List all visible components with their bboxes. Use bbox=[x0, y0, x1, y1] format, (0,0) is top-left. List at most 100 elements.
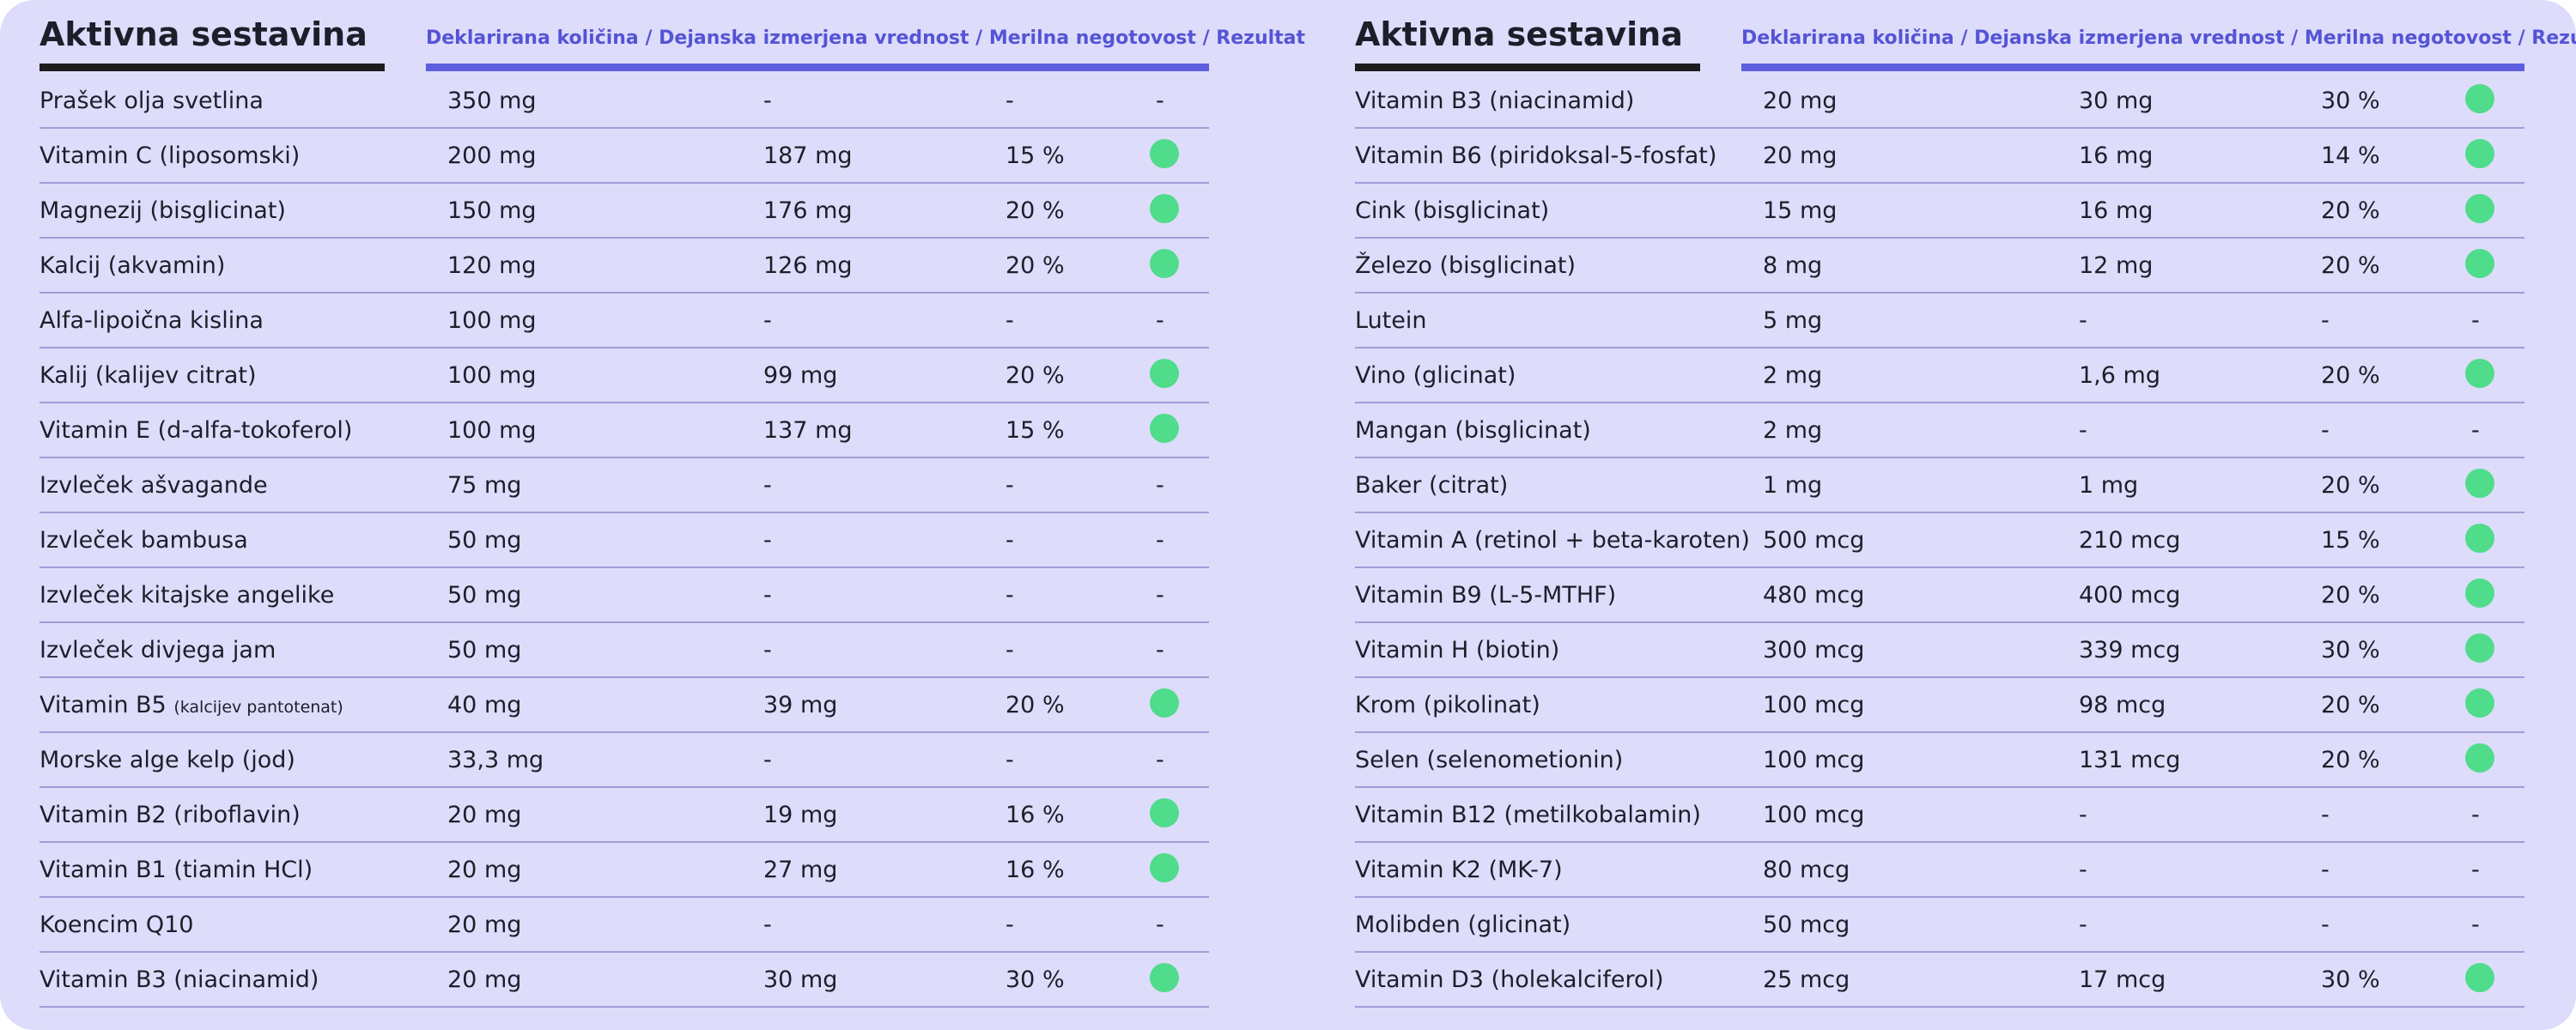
ingredient-row: Morske alge kelp (jod) 33,3 mg - - - bbox=[39, 733, 1209, 788]
ingredient-name: Prašek olja svetlina bbox=[39, 88, 264, 114]
ingredient-row: Krom (pikolinat) 100 mcg 98 mcg 20 % bbox=[1355, 678, 2524, 733]
name-text: Lutein bbox=[1355, 307, 1427, 334]
uncertainty: 20 % bbox=[2321, 582, 2380, 609]
measured-value: - bbox=[763, 527, 772, 554]
declared-amount: 150 mg bbox=[447, 197, 537, 224]
ingredient-name: Železo (bisglicinat) bbox=[1355, 252, 1576, 279]
result-pass bbox=[1150, 853, 1179, 882]
uncertainty: - bbox=[1005, 637, 1014, 663]
name-text: Vitamin H (biotin) bbox=[1355, 637, 1560, 663]
ingredient-row: Izvleček divjega jam 50 mg - - - bbox=[39, 623, 1209, 678]
uncertainty: 20 % bbox=[2321, 252, 2380, 279]
measured-value: 98 mcg bbox=[2079, 692, 2166, 718]
declared-amount: 1 mg bbox=[1763, 472, 1823, 499]
ingredient-name: Baker (citrat) bbox=[1355, 472, 1508, 499]
declared-amount: 50 mcg bbox=[1763, 912, 1850, 938]
ingredient-name: Koencim Q10 bbox=[39, 912, 193, 938]
uncertainty: - bbox=[2321, 912, 2330, 938]
measured-value: 27 mg bbox=[763, 857, 838, 883]
uncertainty: 30 % bbox=[2321, 637, 2380, 663]
ingredient-row: Vitamin H (biotin) 300 mcg 339 mcg 30 % bbox=[1355, 623, 2524, 678]
name-text: Izvleček kitajske angelike bbox=[39, 582, 335, 609]
uncertainty: 14 % bbox=[2321, 142, 2380, 169]
name-text: Vitamin C (liposomski) bbox=[39, 142, 301, 169]
declared-amount: 300 mcg bbox=[1763, 637, 1865, 663]
ingredient-name: Izvleček divjega jam bbox=[39, 637, 276, 663]
measured-value: 1 mg bbox=[2079, 472, 2139, 499]
measured-value: 176 mg bbox=[763, 197, 853, 224]
result-pass bbox=[1150, 249, 1179, 278]
ingredient-name: Cink (bisglicinat) bbox=[1355, 197, 1549, 224]
result-pass bbox=[2465, 469, 2494, 498]
ingredient-name: Krom (pikolinat) bbox=[1355, 692, 1540, 718]
result-pass bbox=[2465, 579, 2494, 608]
declared-amount: 80 mcg bbox=[1763, 857, 1850, 883]
ingredient-row: Koencim Q10 20 mg - - - bbox=[39, 898, 1209, 953]
name-text: Kalij (kalijev citrat) bbox=[39, 362, 257, 389]
ingredient-name: Selen (selenometionin) bbox=[1355, 747, 1623, 773]
ingredient-row: Vitamin E (d-alfa-tokoferol) 100 mg 137 mg… bbox=[39, 403, 1209, 458]
ingredient-row: Prašek olja svetlina 350 mg - - - bbox=[39, 74, 1209, 129]
measured-value: 30 mg bbox=[2079, 88, 2154, 114]
ingredient-row: Kalcij (akvamin) 120 mg 126 mg 20 % bbox=[39, 239, 1209, 294]
ingredient-row: Vitamin B12 (metilkobalamin) 100 mcg - - - bbox=[1355, 788, 2524, 843]
declared-amount: 75 mg bbox=[447, 472, 522, 499]
name-text: Molibden (glicinat) bbox=[1355, 912, 1571, 938]
result: - bbox=[1156, 747, 1164, 773]
declared-amount: 50 mg bbox=[447, 527, 522, 554]
measured-value: - bbox=[2079, 912, 2087, 938]
measured-value: - bbox=[763, 747, 772, 773]
name-text: Selen (selenometionin) bbox=[1355, 747, 1624, 773]
name-text: Koencim Q10 bbox=[39, 912, 194, 938]
result-pass bbox=[1150, 194, 1179, 223]
uncertainty: 20 % bbox=[1005, 252, 1065, 279]
name-text: Vitamin K2 (MK-7) bbox=[1355, 857, 1563, 883]
ingredient-row: Vitamin B3 (niacinamid) 20 mg 30 mg 30 % bbox=[1355, 74, 2524, 129]
ingredient-name: Vitamin H (biotin) bbox=[1355, 637, 1559, 663]
name-text: Mangan (bisglicinat) bbox=[1355, 417, 1591, 444]
result-pass bbox=[1150, 359, 1179, 388]
uncertainty: - bbox=[1005, 747, 1014, 773]
result-pass bbox=[1150, 963, 1179, 992]
uncertainty: - bbox=[1005, 527, 1014, 554]
name-text: Vitamin D3 (holekalciferol) bbox=[1355, 966, 1664, 993]
name-text: Vitamin B6 (piridoksal-5-fosfat) bbox=[1355, 142, 1717, 169]
result: - bbox=[1156, 637, 1164, 663]
name-text: Cink (bisglicinat) bbox=[1355, 197, 1550, 224]
measured-value: 19 mg bbox=[763, 802, 838, 828]
name-text: Morske alge kelp (jod) bbox=[39, 747, 295, 773]
declared-amount: 120 mg bbox=[447, 252, 537, 279]
measured-value: - bbox=[763, 307, 772, 334]
name-text: Vitamin B3 (niacinamid) bbox=[1355, 88, 1635, 114]
uncertainty: 20 % bbox=[2321, 472, 2380, 499]
measured-value: - bbox=[763, 637, 772, 663]
uncertainty: 30 % bbox=[2321, 966, 2380, 993]
uncertainty: 16 % bbox=[1005, 802, 1065, 828]
uncertainty: 20 % bbox=[1005, 362, 1065, 389]
ingredient-row: Mangan (bisglicinat) 2 mg - - - bbox=[1355, 403, 2524, 458]
ingredient-row: Železo (bisglicinat) 8 mg 12 mg 20 % bbox=[1355, 239, 2524, 294]
ingredient-name: Vitamin C (liposomski) bbox=[39, 142, 300, 169]
declared-amount: 20 mg bbox=[447, 802, 522, 828]
result-pass bbox=[2465, 524, 2494, 553]
name-text: Železo (bisglicinat) bbox=[1355, 252, 1577, 279]
declared-amount: 100 mg bbox=[447, 362, 537, 389]
result: - bbox=[2471, 857, 2480, 883]
result: - bbox=[1156, 307, 1164, 334]
result: - bbox=[2471, 802, 2480, 828]
title-underline bbox=[1355, 64, 1700, 71]
uncertainty: - bbox=[2321, 307, 2330, 334]
uncertainty: 16 % bbox=[1005, 857, 1065, 883]
measured-value: 210 mcg bbox=[2079, 527, 2181, 554]
result-pass bbox=[2465, 359, 2494, 388]
result-pass bbox=[2465, 743, 2494, 772]
measured-value: 39 mg bbox=[763, 692, 838, 718]
declared-amount: 100 mcg bbox=[1763, 692, 1865, 718]
declared-amount: 20 mg bbox=[447, 857, 522, 883]
measured-value: - bbox=[763, 582, 772, 609]
uncertainty: - bbox=[1005, 88, 1014, 114]
name-text: Vino (glicinat) bbox=[1355, 362, 1516, 389]
declared-amount: 200 mg bbox=[447, 142, 537, 169]
